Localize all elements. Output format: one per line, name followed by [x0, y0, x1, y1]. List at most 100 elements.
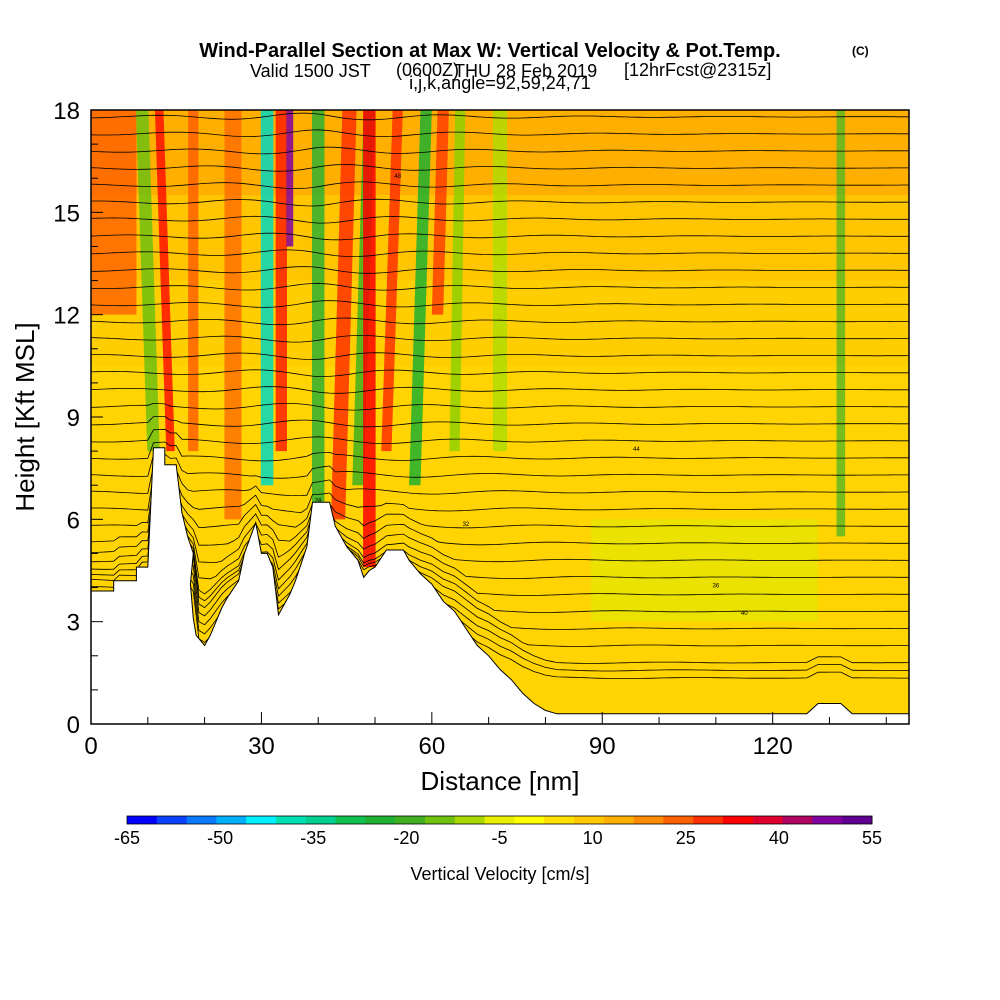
x-tick-label: 60 — [418, 733, 445, 760]
shade-stripe — [275, 110, 287, 452]
isentrope-line — [91, 335, 909, 343]
x-tick-label: 120 — [753, 733, 793, 760]
subtitle-date: THU 28 Feb 2019 — [454, 61, 597, 81]
shade-stripe — [381, 110, 403, 452]
colorbar-tick-label: -50 — [207, 828, 233, 848]
terrain — [91, 447, 909, 724]
contour-label: 36 — [713, 584, 720, 590]
isentrope-line — [91, 491, 909, 563]
colorbar-swatch — [425, 816, 456, 824]
plot-area: 28 32 36 40 44 48 — [91, 96, 909, 724]
colorbar-swatch — [246, 816, 277, 824]
colorbar-swatch — [186, 816, 217, 824]
colorbar-tick-label: -35 — [300, 828, 326, 848]
isentrope-line — [91, 453, 909, 479]
isentrope-line — [91, 386, 909, 394]
colorbar-swatch — [633, 816, 664, 824]
isentrope-line — [91, 509, 909, 647]
shade-stripe — [260, 110, 274, 486]
subtitle-forecast: [12hrFcst@2315z] — [624, 60, 771, 80]
subtitle-valid: Valid 1500 JST — [250, 61, 371, 81]
y-tick-label: 12 — [53, 303, 80, 330]
isentrope-line — [91, 517, 909, 664]
contour-label: 44 — [633, 447, 640, 453]
shade-stripe — [135, 110, 160, 452]
isentrope-line — [91, 112, 909, 121]
contour-label: 32 — [463, 522, 470, 528]
chart-title: Wind-Parallel Section at Max W: Vertical… — [199, 40, 780, 62]
isentrope-line — [91, 474, 909, 514]
shade-stripe — [431, 110, 449, 315]
isentrope-line — [91, 282, 909, 291]
index-line: i,j,k,angle=92,59,24,71 — [409, 73, 591, 93]
x-axis-label: Distance [nm] — [421, 766, 580, 796]
isentrope-line — [91, 497, 909, 613]
isentrope-line — [91, 428, 909, 445]
shade-stripe — [836, 110, 846, 537]
colorbar-swatch — [156, 816, 188, 824]
y-tick-label: 3 — [67, 610, 80, 637]
copyright-mark: (C) — [852, 44, 869, 58]
colorbar-swatch — [395, 816, 426, 824]
x-tick-label: 30 — [248, 733, 275, 760]
shade-stripe — [492, 110, 508, 452]
colorbar-swatch — [454, 816, 486, 824]
isentrope-line — [91, 495, 909, 580]
colorbar-tick-label: -65 — [114, 828, 140, 848]
isentrope-line — [91, 300, 909, 308]
colorbar-frame — [126, 815, 873, 825]
shade-stripe — [449, 110, 466, 452]
colorbar-swatch — [782, 816, 813, 824]
shade-stripe — [311, 110, 325, 503]
colorbar-tick-label: 55 — [862, 828, 882, 848]
colorbar-swatch — [663, 816, 694, 824]
contour-label: 48 — [394, 174, 401, 180]
y-tick-label: 15 — [53, 200, 80, 227]
contour-label: 28 — [315, 498, 322, 504]
x-tick-label: 0 — [84, 733, 97, 760]
isentrope-line — [91, 232, 909, 241]
shade-stripe — [188, 110, 199, 452]
colorbar-swatch — [693, 816, 724, 824]
velocity-shading — [91, 110, 909, 622]
colorbar-swatch — [842, 816, 873, 824]
colorbar-tick-labels: -65 -50 -35 -20 -5 10 25 40 55 — [114, 828, 882, 848]
y-tick-label: 0 — [67, 712, 80, 739]
isentrope-line — [91, 497, 909, 597]
colorbar-swatch — [514, 816, 545, 824]
isentrope-line — [91, 441, 909, 462]
colorbar-swatch — [365, 816, 396, 824]
isentrope-line — [91, 402, 909, 411]
colorbar-tick-label: -5 — [491, 828, 507, 848]
isentrope-line — [91, 146, 909, 155]
y-tick-label: 9 — [67, 405, 80, 432]
isentrope-line — [91, 481, 909, 529]
isentrope-line — [91, 215, 909, 224]
contour-labels: 28 32 36 40 44 48 — [315, 174, 748, 617]
colorbar-tick-label: 40 — [769, 828, 789, 848]
colorbar-swatch — [544, 816, 575, 824]
shade-stripe — [154, 110, 175, 452]
colorbar-swatch — [723, 816, 754, 824]
colorbar-swatch — [216, 816, 247, 824]
colorbar-swatch — [305, 816, 337, 824]
isentrope-line — [91, 198, 909, 207]
colorbar-label: Vertical Velocity [cm/s] — [410, 864, 589, 884]
x-axis-ticks: 0 30 60 90 120 — [84, 712, 887, 760]
y-axis-ticks: 0 3 6 9 12 15 18 — [53, 98, 103, 739]
shade-stripe — [363, 110, 376, 568]
subtitle-utc: (0600Z) — [396, 60, 459, 80]
shade-stripe — [331, 110, 357, 520]
isentrope-line — [91, 129, 909, 137]
isentrope-line — [91, 266, 909, 274]
isentrope-line — [91, 164, 909, 172]
shade-stripe — [409, 110, 432, 486]
colorbar-swatch — [603, 816, 635, 824]
colorbar — [126, 815, 873, 825]
isentrope-line — [91, 96, 909, 103]
isentrope-line — [91, 487, 909, 546]
colorbar-swatch — [276, 816, 307, 824]
shade-stripe — [224, 110, 242, 520]
colorbar-swatch — [335, 816, 366, 824]
chart-subtitle: Valid 1500 JST (0600Z) THU 28 Feb 2019 [… — [250, 60, 771, 81]
